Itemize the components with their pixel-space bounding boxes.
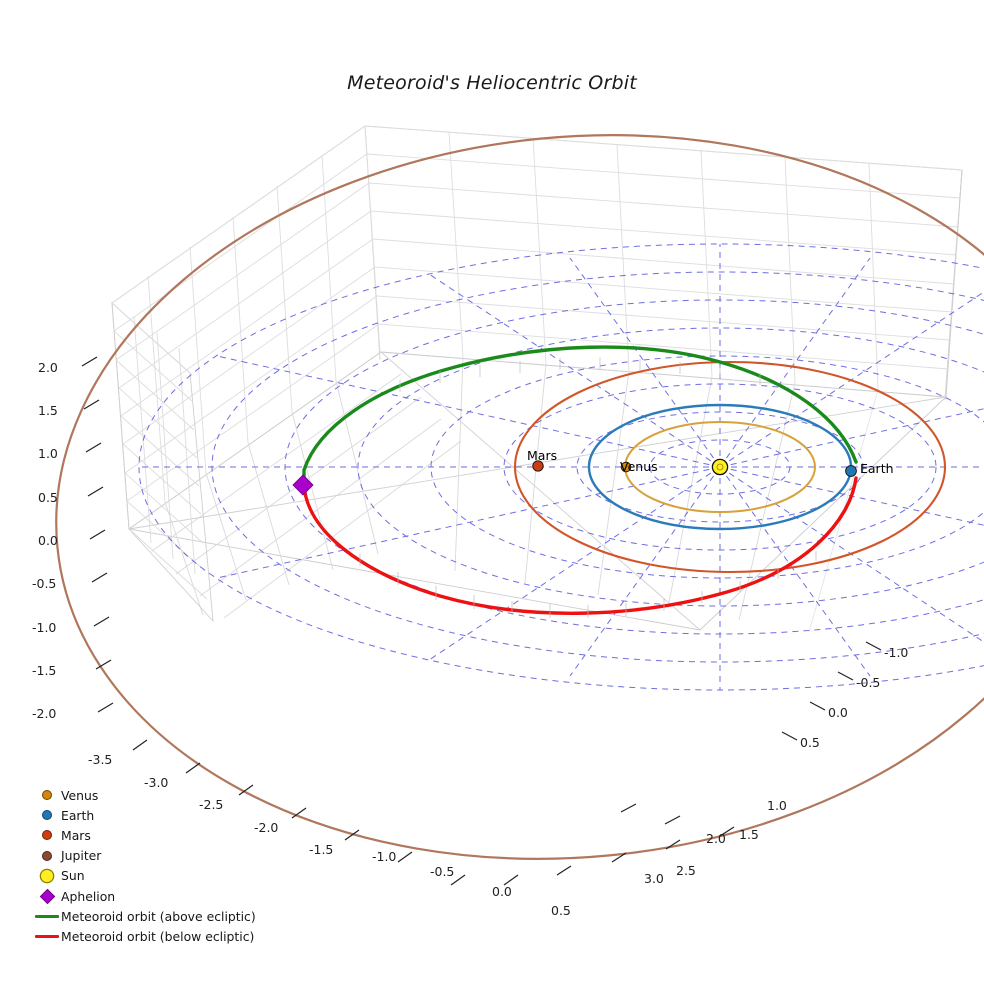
z-tick-label: -1.5 — [32, 663, 57, 678]
x-tick-label: -2.0 — [254, 820, 279, 835]
legend-label: Meteoroid orbit (above ecliptic) — [61, 908, 256, 924]
x-tick-label: 2.5 — [676, 863, 696, 878]
z-tick-label: -0.5 — [32, 576, 57, 591]
legend-label: Earth — [61, 807, 95, 823]
x-tick-label: 0.5 — [551, 903, 571, 918]
x-tick-label: 3.0 — [644, 871, 664, 886]
annotation-venus: Venus — [620, 459, 658, 474]
legend: Venus Earth Mars Jupiter Sun — [33, 785, 295, 947]
x-tick-label: 1.5 — [739, 827, 759, 842]
below-ecliptic-line-icon — [33, 935, 61, 938]
legend-item-sun[interactable]: Sun — [33, 866, 295, 886]
legend-item-earth[interactable]: Earth — [33, 805, 295, 825]
legend-item-venus[interactable]: Venus — [33, 785, 295, 805]
aphelion-marker-icon — [33, 889, 61, 903]
z-tick-label: 0.5 — [38, 490, 58, 505]
venus-marker-icon — [33, 791, 61, 800]
above-ecliptic-line-icon — [33, 914, 61, 918]
meteoroid-orbit-above-ecliptic — [302, 345, 858, 486]
z-tick-label: 1.5 — [38, 403, 58, 418]
legend-label: Venus — [61, 787, 99, 803]
x-tick-label: -1.5 — [309, 842, 334, 857]
legend-label: Mars — [61, 827, 91, 843]
y-tick-label: -1.0 — [884, 645, 909, 660]
jupiter-marker-icon — [33, 851, 61, 860]
mars-marker-icon — [33, 831, 61, 840]
pane-frame-right — [945, 169, 963, 398]
axis-ticks — [81, 356, 882, 886]
legend-item-aphelion[interactable]: Aphelion — [33, 886, 295, 906]
legend-label: Aphelion — [61, 888, 116, 904]
polar-grid-ecliptic — [138, 243, 984, 691]
earth-marker — [845, 465, 857, 477]
pane-grid-floor — [127, 351, 948, 633]
planet-markers — [292, 458, 857, 496]
pane-grid-left — [111, 301, 214, 623]
z-tick-label: 1.0 — [38, 446, 58, 461]
x-tick-label: -3.5 — [88, 752, 113, 767]
y-tick-label: 0.5 — [800, 735, 820, 750]
x-tick-label: -0.5 — [430, 864, 455, 879]
annotation-earth: Earth — [860, 461, 894, 476]
x-tick-label: -1.0 — [372, 849, 397, 864]
y-tick-label: 0.0 — [828, 705, 848, 720]
legend-label: Jupiter — [61, 848, 102, 864]
y-tick-label: -0.5 — [856, 675, 881, 690]
x-tick-label: 0.0 — [492, 884, 512, 899]
annotation-mars: Mars — [527, 448, 558, 463]
legend-label: Sun — [61, 868, 85, 884]
legend-item-jupiter[interactable]: Jupiter — [33, 846, 295, 866]
meteoroid-orbit-below-ecliptic — [302, 476, 858, 615]
meteoroid-drop-ticks-above — [399, 357, 761, 392]
x-tick-label: -2.5 — [199, 797, 224, 812]
z-tick-label: -1.0 — [32, 620, 57, 635]
sun-marker-icon — [33, 869, 61, 882]
x-tick-label: 2.0 — [706, 831, 726, 846]
sun-marker-core — [716, 463, 724, 471]
x-tick-label: 1.0 — [767, 798, 787, 813]
page-title: Meteoroid's Heliocentric Orbit — [347, 72, 637, 94]
z-tick-label: 0.0 — [38, 533, 58, 548]
z-tick-label: 2.0 — [38, 360, 58, 375]
jupiter-orbit — [55, 134, 984, 860]
legend-label: Meteoroid orbit (below ecliptic) — [61, 928, 255, 944]
pane-grid-back-verticals — [147, 125, 879, 503]
x-tick-label: -3.0 — [144, 775, 169, 790]
legend-item-below-ecliptic[interactable]: Meteoroid orbit (below ecliptic) — [33, 926, 295, 946]
aphelion-marker — [292, 474, 314, 496]
earth-marker-icon — [33, 811, 61, 820]
mars-marker — [532, 460, 544, 472]
legend-item-mars[interactable]: Mars — [33, 825, 295, 845]
meteoroid-drop-lines — [359, 551, 817, 618]
z-tick-label: -2.0 — [32, 706, 57, 721]
venus-marker — [620, 461, 632, 473]
legend-item-above-ecliptic[interactable]: Meteoroid orbit (above ecliptic) — [33, 906, 295, 926]
mars-orbit — [513, 360, 947, 574]
